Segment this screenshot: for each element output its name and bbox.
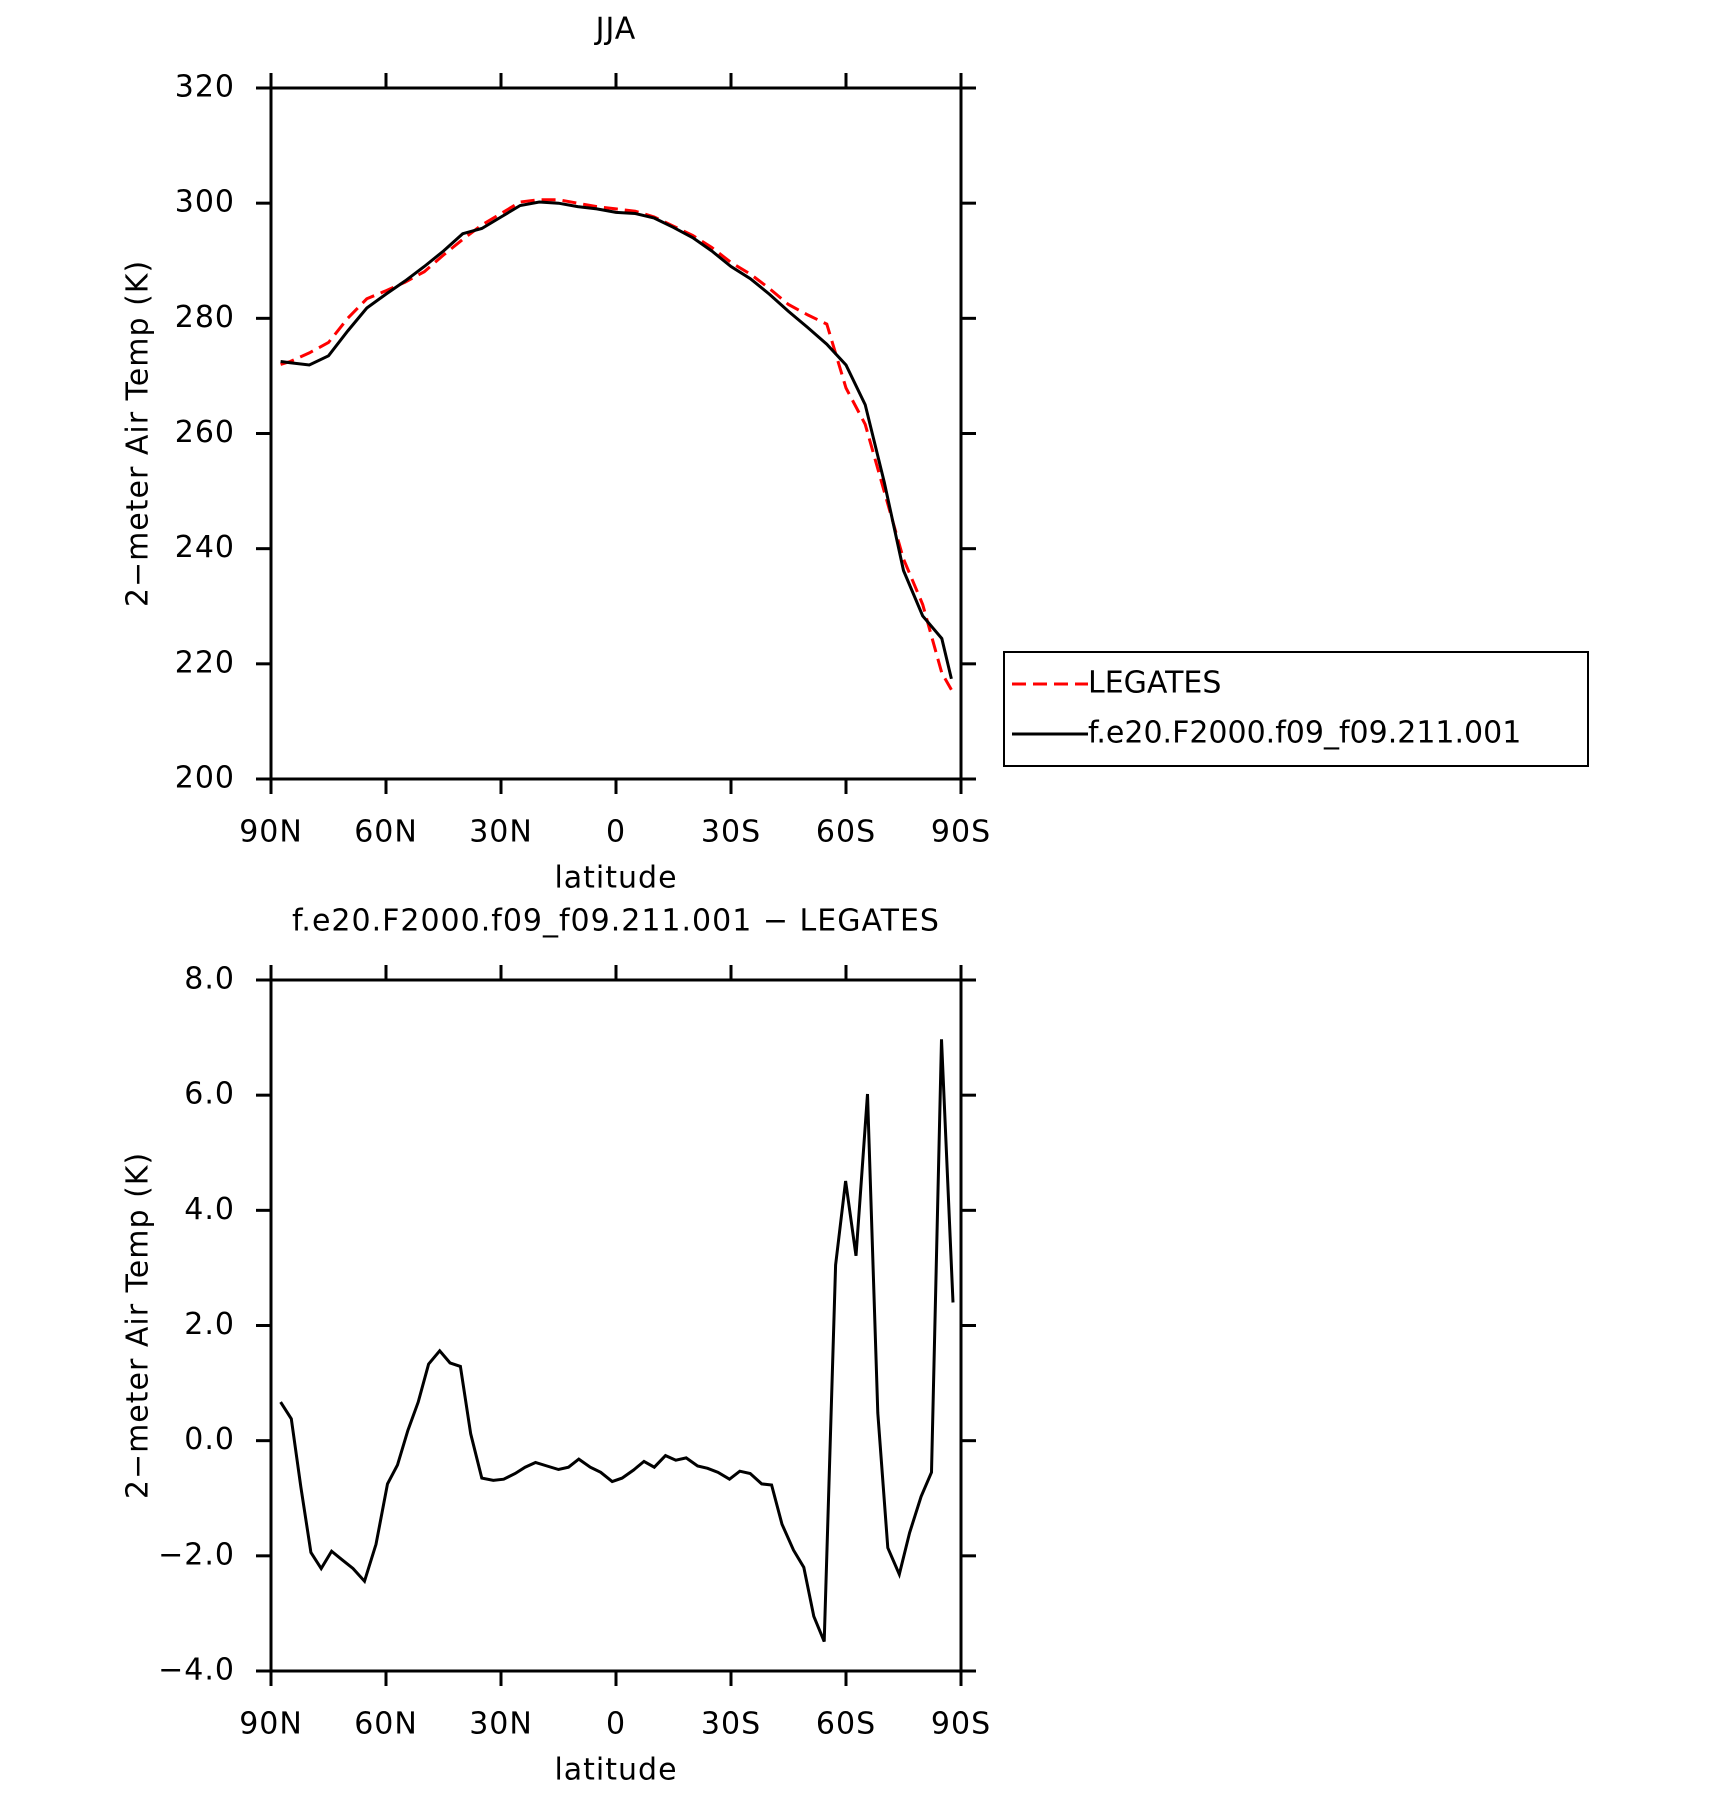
- y-axis-label: 2−meter Air Temp (K): [121, 1152, 156, 1499]
- x-tick-label: 60N: [354, 815, 418, 850]
- x-tick-label: 30N: [469, 1707, 533, 1742]
- x-tick-label: 30N: [469, 815, 533, 850]
- series-line: [280, 200, 953, 680]
- y-tick-label: 0.0: [184, 1422, 235, 1457]
- legend-label: LEGATES: [1088, 666, 1221, 701]
- x-tick-label: 90S: [931, 1707, 991, 1742]
- x-tick-label: 30S: [701, 1707, 761, 1742]
- x-tick-label: 90N: [239, 815, 303, 850]
- y-tick-label: 300: [175, 185, 235, 220]
- y-tick-label: 6.0: [184, 1077, 235, 1112]
- y-tick-label: 200: [175, 761, 235, 796]
- chart-title: f.e20.F2000.f09_f09.211.001 − LEGATES: [292, 904, 940, 939]
- y-tick-label: 4.0: [184, 1192, 235, 1227]
- x-tick-label: 0: [606, 815, 626, 850]
- x-tick-label: 60S: [816, 1707, 876, 1742]
- x-tick-label: 90S: [931, 815, 991, 850]
- x-tick-label: 30S: [701, 815, 761, 850]
- series-line: [280, 198, 953, 691]
- x-tick-label: 60S: [816, 815, 876, 850]
- y-tick-label: 240: [175, 530, 235, 565]
- x-axis-label: latitude: [554, 1753, 677, 1788]
- x-tick-label: 0: [606, 1707, 626, 1742]
- y-tick-label: 260: [175, 415, 235, 450]
- plot-frame: [269, 86, 963, 781]
- y-tick-label: 320: [175, 70, 235, 105]
- legend-box: [1003, 651, 1589, 767]
- legend-label: f.e20.F2000.f09_f09.211.001: [1088, 716, 1521, 751]
- y-tick-label: 8.0: [184, 962, 235, 997]
- x-tick-label: 90N: [239, 1707, 303, 1742]
- y-tick-label: −4.0: [158, 1653, 235, 1688]
- x-tick-label: 60N: [354, 1707, 418, 1742]
- y-tick-label: −2.0: [158, 1537, 235, 1572]
- y-tick-label: 280: [175, 300, 235, 335]
- plot-frame: [269, 978, 963, 1673]
- y-tick-label: 220: [175, 645, 235, 680]
- series-line: [279, 1039, 955, 1643]
- y-tick-label: 2.0: [184, 1307, 235, 1342]
- x-axis-label: latitude: [554, 861, 677, 896]
- chart-title: JJA: [594, 12, 637, 47]
- y-axis-label: 2−meter Air Temp (K): [121, 260, 156, 607]
